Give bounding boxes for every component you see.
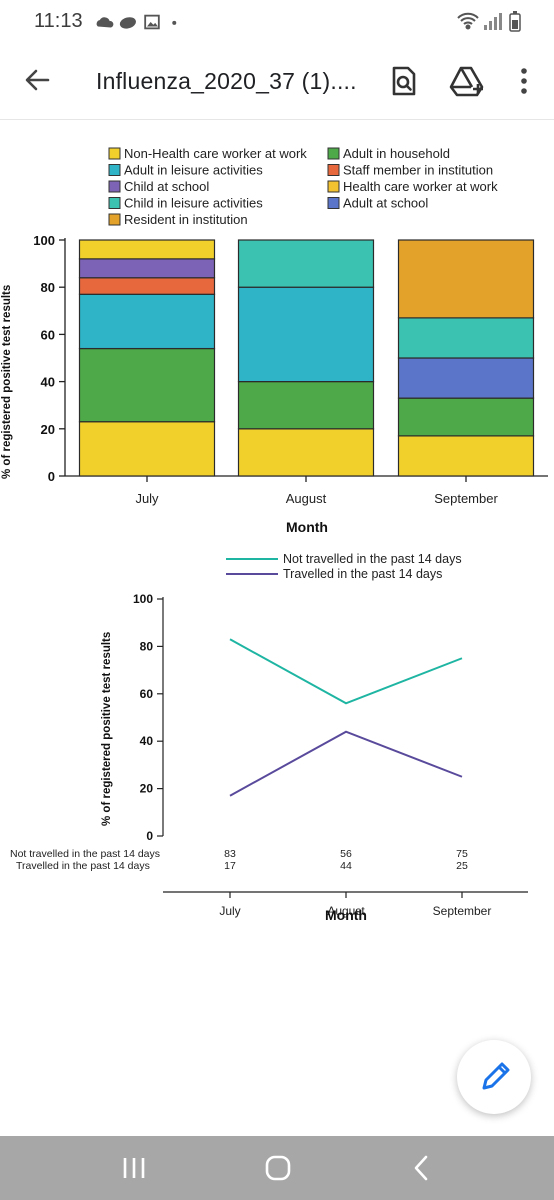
legend-label: Travelled in the past 14 days [283,567,442,581]
table-cell: 44 [340,860,352,872]
y-tick-label: 100 [133,592,153,606]
bar-segment [78,277,216,295]
legend-swatch [108,147,121,160]
x-tick-label: August [327,904,365,918]
line-chart-x-axis-label: Month [325,907,367,923]
legend-swatch [108,197,121,209]
line-chart-legend: Not travelled in the past 14 daysTravell… [226,552,462,581]
legend-label: Adult in leisure activities [124,163,263,178]
table-cell: 17 [224,860,236,872]
x-tick-label: July [135,491,159,506]
bar-segment [78,347,216,423]
status-left-icons [96,14,177,30]
image-icon [144,14,160,30]
legend-label: Non-Health care worker at work [124,146,307,161]
series-line [229,638,463,705]
wifi-icon [457,12,479,30]
legend-label: Adult in household [343,146,450,161]
line-chart-y-axis-label: % of registered positive test results [101,632,113,826]
bar-segment [78,258,216,279]
add-to-drive-icon[interactable] [448,62,486,100]
table-cell: 25 [456,860,468,872]
arrow-left-icon[interactable] [18,60,58,100]
x-tick-label: July [219,904,240,918]
bar-segment [397,397,535,437]
y-tick-label: 80 [140,639,154,653]
edit-pencil-icon [482,1062,510,1090]
document-title: Influenza_2020_37 (1).... [96,68,357,94]
bar-segment [397,239,535,319]
table-row-label: Travelled in the past 14 days [16,860,150,872]
y-tick-label: 100 [33,233,55,248]
y-tick-label: 20 [41,422,55,437]
battery-icon [509,11,521,32]
y-tick-label: 40 [140,734,154,748]
line-chart: Not travelled in the past 14 daysTravell… [10,552,528,923]
line-chart-axes: 0 20 40 60 80 100 July August September [133,592,528,918]
bar-chart-legend: Non-Health care worker at work Adult in l… [108,146,498,227]
cloud-filled-icon [119,17,136,29]
line-chart-data-table: Not travelled in the past 14 days 83 56 75 T… [10,848,468,872]
y-tick-label: 60 [41,327,55,342]
bar-segment [78,421,216,477]
stacked-bar-chart: Non-Health care worker at work Adult in l… [1,146,548,535]
home-icon[interactable] [258,1150,298,1186]
document-page: Non-Health care worker at work Adult in l… [0,121,554,1136]
edit-button[interactable] [457,1040,531,1114]
bar-chart-bars [78,239,535,477]
bar-segment [397,357,535,399]
legend-label: Child in leisure activities [124,196,263,211]
y-tick-label: 20 [140,782,154,796]
legend-swatch [327,147,340,160]
table-cell: 83 [224,848,236,860]
x-tick-label: August [286,491,327,506]
legend-label: Child at school [124,179,209,194]
bar-segment [78,293,216,350]
status-time: 11:13 [34,10,83,32]
bar-segment [397,435,535,477]
y-tick-label: 80 [41,280,55,295]
y-tick-label: 0 [146,829,153,843]
search-document-icon[interactable] [384,62,422,100]
legend-swatch [108,180,121,193]
x-tick-label: September [434,491,498,506]
legend-label: Health care worker at work [343,179,498,194]
legend-label: Not travelled in the past 14 days [283,552,462,566]
more-vert-icon[interactable] [508,62,540,100]
system-navigation-bar [0,1136,554,1200]
table-cell: 75 [456,848,468,860]
signal-icon [484,13,502,30]
legend-swatch [108,213,121,226]
cloud-icon [96,17,114,28]
app-bar: Influenza_2020_37 (1).... [0,42,554,120]
y-tick-label: 60 [140,687,154,701]
bar-segment [397,317,535,359]
x-tick-label: September [433,904,492,918]
bar-segment [237,239,375,288]
legend-label: Resident in institution [124,212,248,227]
y-tick-label: 40 [41,375,55,390]
bar-chart-y-axis-label: % of registered positive test results [1,285,13,479]
bar-segment [237,428,375,477]
legend-label: Adult at school [343,196,428,211]
legend-swatch [108,164,121,176]
dot-icon [172,20,177,25]
y-tick-label: 0 [48,469,55,484]
bar-segment [237,286,375,383]
table-cell: 56 [340,848,352,860]
legend-swatch [327,164,340,176]
series-line [229,730,463,797]
bar-segment [78,239,216,260]
bar-chart-x-axis-label: Month [286,519,328,535]
legend-label: Staff member in institution [343,163,493,178]
table-row-label: Not travelled in the past 14 days [10,848,160,860]
status-bar: 11:13 [0,0,554,42]
recent-apps-icon[interactable] [114,1150,154,1186]
back-nav-icon[interactable] [402,1150,442,1186]
status-right-icons [457,11,521,32]
line-chart-series [229,638,463,797]
legend-swatch [327,197,340,209]
legend-swatch [327,180,340,193]
bar-segment [237,381,375,430]
